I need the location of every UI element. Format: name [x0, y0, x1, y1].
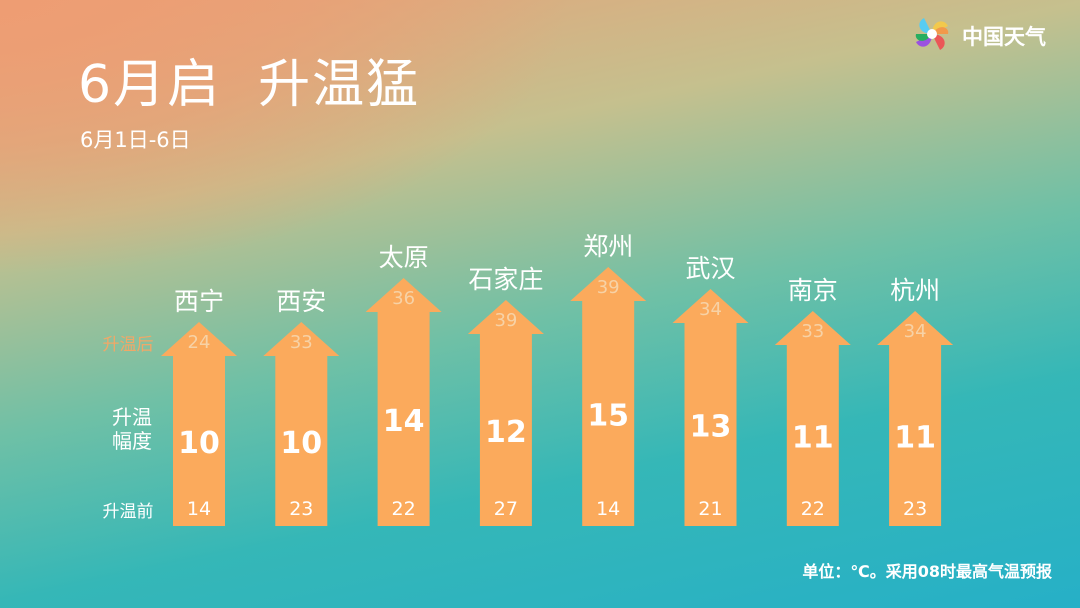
pinwheel-icon	[915, 18, 949, 50]
row-label-range: 升温 幅度	[96, 405, 168, 453]
date-range: 6月1日-6日	[80, 128, 191, 152]
rise-value-label: 13	[690, 410, 732, 445]
before-temp-label: 22	[392, 498, 416, 520]
rise-value-label: 11	[894, 421, 936, 456]
row-label-range-line2: 幅度	[112, 429, 152, 453]
row-label-before: 升温前	[102, 502, 154, 522]
before-temp-label: 23	[903, 498, 927, 520]
rise-value-label: 11	[792, 421, 834, 456]
city-label: 杭州	[890, 276, 940, 305]
row-label-after: 升温后	[102, 335, 154, 355]
rise-value-label: 10	[178, 426, 220, 461]
city-label: 西安	[276, 287, 326, 316]
row-label-range-line1: 升温	[112, 405, 152, 429]
temp-arrow	[161, 322, 237, 526]
temp-arrow	[467, 300, 544, 526]
unit-footnote: 单位：℃。采用08时最高气温预报	[802, 562, 1052, 581]
temp-arrow	[365, 278, 442, 526]
before-temp-label: 21	[698, 498, 722, 520]
before-temp-label: 22	[801, 498, 825, 520]
temp-arrow	[672, 289, 749, 526]
city-label: 南京	[788, 276, 838, 305]
rise-value-label: 12	[485, 415, 527, 450]
city-label: 郑州	[583, 232, 633, 261]
brand-logo: 中国天气	[910, 12, 1060, 56]
after-temp-label: 33	[290, 332, 313, 353]
rise-value-label: 10	[280, 426, 322, 461]
rise-value-label: 14	[383, 404, 425, 439]
city-label: 太原	[379, 243, 429, 272]
temp-arrow	[774, 311, 851, 526]
before-temp-label: 23	[289, 498, 313, 520]
before-temp-label: 14	[596, 498, 620, 520]
before-temp-label: 14	[187, 498, 211, 520]
after-temp-label: 36	[392, 288, 415, 309]
after-temp-label: 24	[188, 332, 211, 353]
page-title: 6月启 升温猛	[78, 55, 421, 115]
after-temp-label: 33	[801, 321, 824, 342]
after-temp-label: 34	[699, 299, 722, 320]
rise-value-label: 15	[587, 399, 629, 434]
after-temp-label: 39	[597, 277, 620, 298]
city-label: 武汉	[685, 254, 735, 283]
after-temp-label: 34	[904, 321, 927, 342]
temp-arrow	[877, 311, 954, 526]
after-temp-label: 39	[494, 310, 517, 331]
city-label: 石家庄	[468, 265, 543, 294]
temp-arrow	[263, 322, 340, 526]
before-temp-label: 27	[494, 498, 518, 520]
temp-arrow	[570, 267, 647, 526]
brand-name: 中国天气	[962, 25, 1046, 49]
city-label: 西宁	[174, 287, 224, 316]
